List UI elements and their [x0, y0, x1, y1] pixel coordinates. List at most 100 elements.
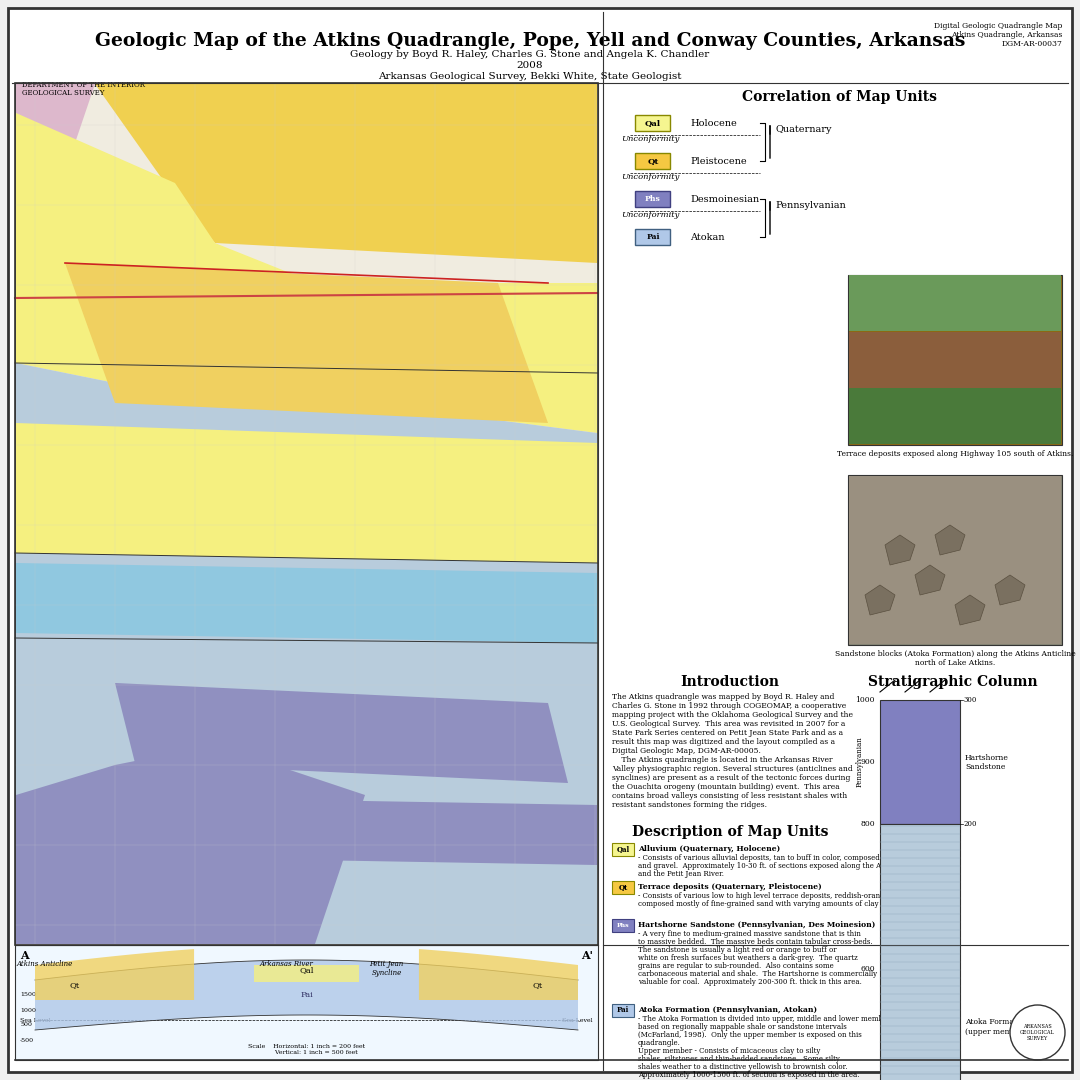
- Text: carbonaceous material and shale.  The Hartshorne is commercially: carbonaceous material and shale. The Har…: [638, 970, 877, 978]
- Text: Quaternary: Quaternary: [775, 125, 832, 135]
- Text: Sea Level: Sea Level: [563, 1017, 593, 1023]
- Text: Sea Level: Sea Level: [21, 1017, 51, 1023]
- Text: valuable for coal.  Approximately 200-300 ft. thick in this area.: valuable for coal. Approximately 200-300…: [638, 978, 862, 986]
- Text: to massive bedded.  The massive beds contain tabular cross-beds.: to massive bedded. The massive beds cont…: [638, 939, 873, 946]
- Bar: [848, 475, 1062, 645]
- Text: 200: 200: [963, 820, 976, 828]
- Text: (McFarland, 1998).  Only the upper member is exposed on this: (McFarland, 1998). Only the upper member…: [638, 1031, 862, 1039]
- Text: Qal: Qal: [617, 846, 630, 853]
- Text: Atoka Formation
(upper member): Atoka Formation (upper member): [966, 1018, 1029, 1036]
- Text: U.S. Geological Survey.  This area was revisited in 2007 for a: U.S. Geological Survey. This area was re…: [612, 720, 846, 728]
- Text: Terrace deposits exposed along Highway 105 south of Atkins.: Terrace deposits exposed along Highway 1…: [837, 450, 1074, 458]
- Text: Arkansas Geological Survey, Bekki White, State Geologist: Arkansas Geological Survey, Bekki White,…: [378, 72, 681, 81]
- Bar: [612, 1004, 634, 1017]
- Bar: [235, 994, 260, 1000]
- Text: Unconformity: Unconformity: [621, 211, 679, 219]
- Text: ARKANSAS
GEOLOGICAL
SURVEY: ARKANSAS GEOLOGICAL SURVEY: [1021, 1024, 1055, 1041]
- Text: 1500: 1500: [21, 993, 36, 998]
- Text: shales, siltstones and thin-bedded sandstone.  Some silty: shales, siltstones and thin-bedded sands…: [638, 1055, 840, 1063]
- Text: - A very fine to medium-grained massive sandstone that is thin: - A very fine to medium-grained massive …: [638, 930, 861, 939]
- Text: 0: 0: [159, 1002, 162, 1007]
- Bar: [880, 824, 960, 1080]
- Text: contains broad valleys consisting of less resistant shales with: contains broad valleys consisting of les…: [612, 792, 847, 800]
- Text: Stratigraphic Column: Stratigraphic Column: [867, 675, 1037, 689]
- Text: Atoka Formation (Pennsylvanian, Atokan): Atoka Formation (Pennsylvanian, Atokan): [638, 1005, 818, 1014]
- Bar: [260, 994, 285, 1000]
- Text: State Park Series centered on Petit Jean State Park and as a: State Park Series centered on Petit Jean…: [612, 729, 843, 737]
- Text: Qt: Qt: [532, 981, 543, 989]
- Text: white on fresh surfaces but weathers a dark-grey.  The quartz: white on fresh surfaces but weathers a d…: [638, 954, 858, 962]
- Bar: [16, 84, 597, 944]
- Bar: [635, 229, 670, 245]
- Text: Terrace deposits (Quaternary, Pleistocene): Terrace deposits (Quaternary, Pleistocen…: [638, 883, 822, 891]
- Text: 500: 500: [21, 1023, 32, 1027]
- Polygon shape: [865, 585, 895, 615]
- Text: Description of Map Units: Description of Map Units: [632, 825, 828, 839]
- Bar: [849, 332, 1061, 388]
- Text: Digital Geologic Map, DGM-AR-00005.: Digital Geologic Map, DGM-AR-00005.: [612, 747, 761, 755]
- Text: mapping project with the Oklahoma Geological Survey and the: mapping project with the Oklahoma Geolog…: [612, 711, 853, 719]
- Text: Atkins Quadrangle, Arkansas: Atkins Quadrangle, Arkansas: [950, 31, 1062, 39]
- Polygon shape: [16, 795, 597, 865]
- Text: 1000: 1000: [21, 1008, 36, 1013]
- Text: Hartshorne Sandstone (Pennsylvanian, Des Moinesion): Hartshorne Sandstone (Pennsylvanian, Des…: [638, 921, 876, 929]
- Text: A: A: [21, 950, 29, 961]
- Text: composed mostly of fine-grained sand with varying amounts of clay and gravel.: composed mostly of fine-grained sand wit…: [638, 900, 921, 908]
- Text: 800: 800: [861, 820, 875, 828]
- Text: Qal: Qal: [299, 966, 314, 974]
- Text: - Consists of various low to high level terrace deposits, reddish-orange in colo: - Consists of various low to high level …: [638, 892, 919, 900]
- Text: Pennsylvanian: Pennsylvanian: [775, 202, 846, 211]
- Bar: [15, 83, 598, 945]
- Bar: [160, 994, 185, 1000]
- Text: The Atkins quadrangle is located in the Arkansas River: The Atkins quadrangle is located in the …: [612, 756, 833, 764]
- Bar: [635, 153, 670, 168]
- Text: Scale    Horizontal: 1 inch = 200 feet
          Vertical: 1 inch = 500 feet: Scale Horizontal: 1 inch = 200 feet Vert…: [248, 1044, 365, 1055]
- Text: the Ouachita orogeny (mountain building) event.  This area: the Ouachita orogeny (mountain building)…: [612, 783, 840, 791]
- Bar: [635, 191, 670, 207]
- Text: - Consists of various alluvial deposits, tan to buff in color, composed of sand,: - Consists of various alluvial deposits,…: [638, 854, 927, 862]
- Text: ATKINS, AR: ATKINS, AR: [252, 1020, 308, 1028]
- Bar: [612, 843, 634, 856]
- Text: and the Petit Jean River.: and the Petit Jean River.: [638, 870, 724, 878]
- Polygon shape: [16, 563, 597, 643]
- Text: quadrangle.: quadrangle.: [638, 1039, 680, 1047]
- Text: 2008: 2008: [516, 60, 543, 70]
- Text: Phs: Phs: [645, 195, 661, 203]
- Text: Atokan: Atokan: [690, 232, 725, 242]
- Text: Sandstone blocks (Atoka Formation) along the Atkins Anticline
north of Lake Atki: Sandstone blocks (Atoka Formation) along…: [835, 650, 1076, 667]
- Text: 2008: 2008: [271, 1030, 289, 1038]
- Polygon shape: [16, 113, 597, 433]
- Bar: [849, 275, 1061, 330]
- Polygon shape: [16, 363, 597, 944]
- Text: Valley physiographic region. Several structures (anticlines and: Valley physiographic region. Several str…: [612, 765, 853, 773]
- Polygon shape: [16, 643, 597, 745]
- Text: - The Atoka Formation is divided into upper, middle and lower members: - The Atoka Formation is divided into up…: [638, 1015, 894, 1023]
- Text: Approximately 1000-1500 ft. of section is exposed in the area.: Approximately 1000-1500 ft. of section i…: [638, 1071, 860, 1079]
- Text: 300: 300: [963, 696, 976, 704]
- Bar: [849, 476, 1061, 644]
- Text: Produced by the United States Geological Survey: Produced by the United States Geological…: [21, 950, 158, 955]
- Text: GEOLOGICAL SURVEY: GEOLOGICAL SURVEY: [22, 89, 105, 97]
- Text: Introduction: Introduction: [680, 675, 780, 689]
- Text: Pai: Pai: [617, 1007, 630, 1014]
- Text: synclines) are present as a result of the tectonic forces during: synclines) are present as a result of th…: [612, 774, 850, 782]
- Text: Qt: Qt: [619, 883, 627, 891]
- Polygon shape: [935, 525, 966, 555]
- Text: -500: -500: [21, 1038, 35, 1042]
- Bar: [635, 114, 670, 131]
- Bar: [612, 919, 634, 932]
- Text: Charles G. Stone in 1992 through COGEOMAP, a cooperative: Charles G. Stone in 1992 through COGEOMA…: [612, 702, 847, 710]
- Text: Arkansas River: Arkansas River: [259, 960, 313, 968]
- Text: Petit Jean
Syncline: Petit Jean Syncline: [369, 960, 404, 977]
- Text: Correlation of Map Units: Correlation of Map Units: [743, 90, 937, 104]
- Polygon shape: [955, 595, 985, 625]
- Polygon shape: [75, 84, 597, 264]
- Text: Qal: Qal: [645, 119, 661, 127]
- Text: The Atkins quadrangle was mapped by Boyd R. Haley and: The Atkins quadrangle was mapped by Boyd…: [612, 693, 835, 701]
- Text: result this map was digitized and the layout compiled as a: result this map was digitized and the la…: [612, 738, 835, 746]
- Bar: [880, 700, 960, 824]
- Polygon shape: [16, 745, 365, 944]
- Text: SCALE 1:24,000: SCALE 1:24,000: [251, 966, 309, 973]
- Text: 600: 600: [861, 966, 875, 973]
- Text: CONTOUR INTERVAL 25 FEET: CONTOUR INTERVAL 25 FEET: [230, 985, 329, 990]
